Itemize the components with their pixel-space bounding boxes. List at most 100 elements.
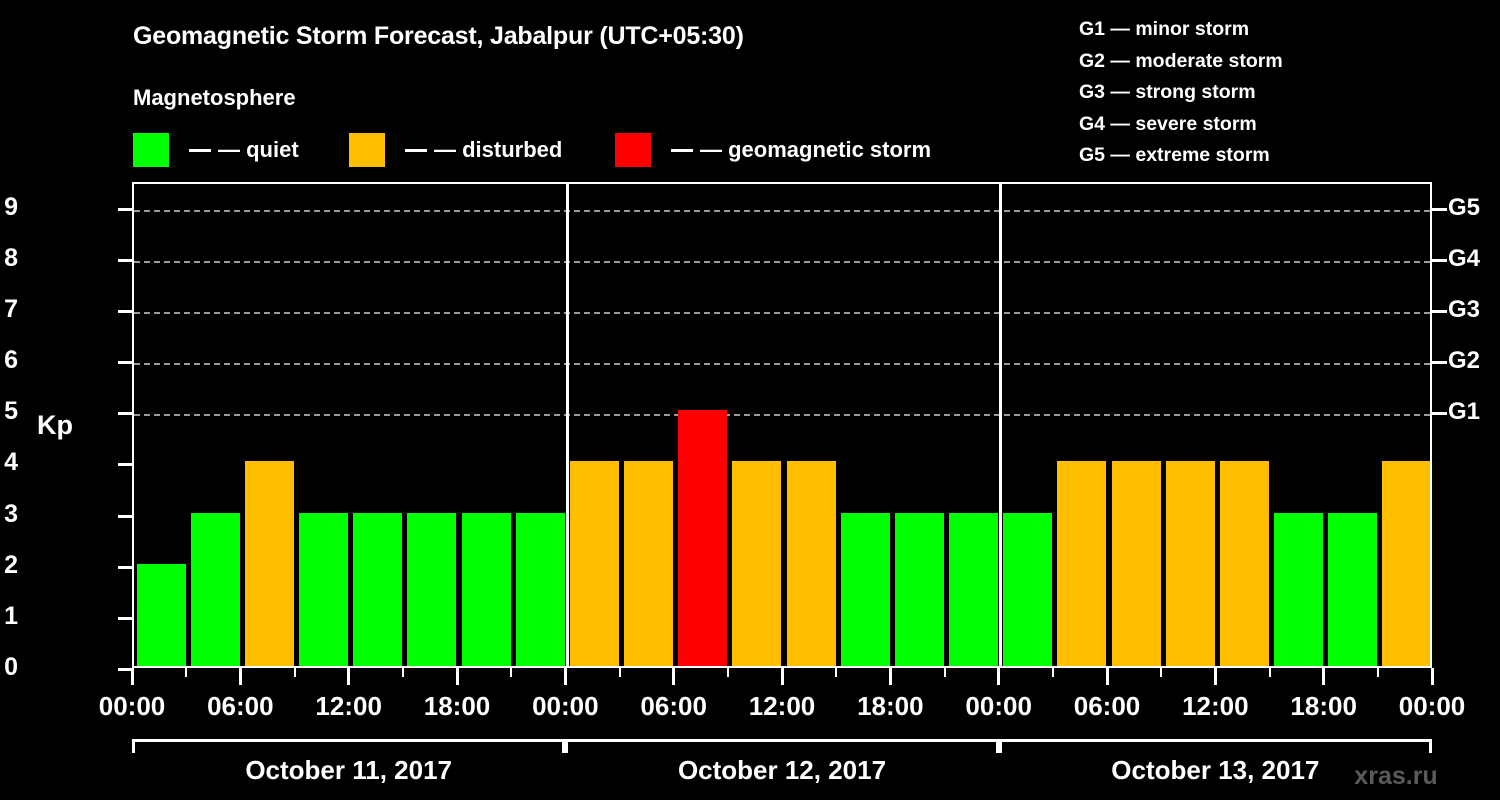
x-tick-minor bbox=[1268, 668, 1271, 677]
bar-kp bbox=[786, 461, 836, 666]
bar-kp bbox=[1328, 512, 1378, 666]
y-tick-label-5: 5 bbox=[4, 397, 18, 426]
day-label: October 11, 2017 bbox=[245, 755, 452, 785]
x-tick-label: 06:00 bbox=[1073, 691, 1141, 721]
y-tick-mark-6 bbox=[118, 361, 132, 365]
x-tick-minor bbox=[1051, 668, 1054, 677]
legend-entry-quiet: — quiet bbox=[133, 131, 299, 169]
y-tick-mark-3 bbox=[118, 514, 132, 518]
x-tick-major bbox=[1322, 668, 1326, 685]
y-tick-mark-5 bbox=[118, 412, 132, 416]
g-tick-label-g1: G1 bbox=[1448, 398, 1481, 426]
x-tick-label: 18:00 bbox=[857, 691, 924, 721]
x-tick-label: 12:00 bbox=[315, 691, 382, 721]
legend-dash-icon bbox=[405, 148, 427, 152]
y-tick-mark-0 bbox=[118, 668, 132, 671]
x-tick-major bbox=[1430, 668, 1434, 685]
bar-kp bbox=[353, 512, 403, 666]
legend-entry-disturbed: — disturbed bbox=[349, 131, 562, 169]
day-label: October 12, 2017 bbox=[677, 755, 887, 785]
x-tick-major bbox=[238, 668, 242, 685]
y-tick-mark-2 bbox=[118, 565, 132, 569]
x-tick-minor bbox=[510, 668, 513, 677]
bar-kp bbox=[840, 512, 890, 666]
x-tick-label: 12:00 bbox=[1182, 691, 1249, 721]
bar-kp bbox=[624, 461, 674, 666]
bar-kp bbox=[1382, 461, 1430, 666]
gridline-kp-8 bbox=[134, 260, 1430, 263]
legend-dash-icon bbox=[189, 148, 211, 152]
disturbed-swatch-icon bbox=[349, 133, 385, 167]
bar-kp bbox=[1165, 461, 1215, 666]
magnetosphere-heading: Magnetosphere bbox=[133, 85, 296, 110]
x-tick-label: 00:00 bbox=[98, 691, 166, 721]
y-axis-title: Kp bbox=[37, 410, 73, 440]
x-tick-major bbox=[780, 668, 784, 685]
x-tick-major bbox=[997, 668, 1001, 685]
x-tick-major bbox=[1213, 668, 1217, 685]
x-tick-major bbox=[888, 668, 892, 685]
day-bracket bbox=[998, 739, 1432, 753]
x-tick-major bbox=[455, 668, 459, 685]
bar-kp bbox=[515, 512, 565, 666]
gscale-row-g5: G5 — extreme storm bbox=[1079, 144, 1270, 166]
y-tick-mark-8 bbox=[118, 258, 132, 262]
bar-kp bbox=[461, 512, 511, 666]
x-tick-major bbox=[130, 668, 134, 685]
x-tick-major bbox=[672, 668, 676, 685]
x-tick-major bbox=[1105, 668, 1109, 685]
bar-kp bbox=[299, 512, 349, 666]
y-tick-label-0: 0 bbox=[4, 653, 18, 681]
gridline-kp-7 bbox=[134, 311, 1430, 314]
x-tick-label: 06:00 bbox=[640, 691, 707, 721]
legend-label-storm: — geomagnetic storm bbox=[700, 137, 932, 162]
y-tick-mark-7 bbox=[118, 309, 132, 313]
y-tick-label-2: 2 bbox=[4, 550, 18, 579]
bar-kp bbox=[1219, 461, 1269, 666]
y-tick-label-8: 8 bbox=[4, 243, 18, 272]
day-divider bbox=[999, 184, 1003, 666]
x-tick-label: 18:00 bbox=[423, 691, 491, 721]
g-tick-mark-g3 bbox=[1432, 309, 1447, 313]
y-tick-label-1: 1 bbox=[4, 601, 18, 630]
watermark: xras.ru bbox=[1354, 762, 1438, 790]
x-tick-minor bbox=[835, 668, 838, 677]
x-tick-label: 06:00 bbox=[207, 691, 274, 721]
bar-kp bbox=[732, 461, 782, 666]
y-tick-label-7: 7 bbox=[4, 294, 18, 323]
bar-kp bbox=[894, 512, 944, 666]
quiet-swatch-icon bbox=[133, 133, 169, 167]
gridline-kp-9 bbox=[134, 209, 1430, 212]
x-tick-minor bbox=[293, 668, 296, 677]
gridline-kp-6 bbox=[134, 363, 1430, 366]
x-tick-label: 18:00 bbox=[1290, 691, 1357, 721]
g-tick-label-g4: G4 bbox=[1448, 244, 1481, 272]
g-tick-label-g3: G3 bbox=[1448, 295, 1481, 323]
plot-inner bbox=[134, 184, 1430, 666]
bar-kp bbox=[678, 410, 728, 666]
gscale-row-g3: G3 — strong storm bbox=[1079, 81, 1256, 103]
bar-kp bbox=[190, 512, 240, 666]
day-divider bbox=[565, 184, 569, 666]
y-tick-mark-4 bbox=[118, 463, 132, 467]
x-tick-label: 00:00 bbox=[965, 691, 1032, 721]
g-tick-mark-g2 bbox=[1432, 361, 1447, 365]
x-tick-label: 00:00 bbox=[1398, 691, 1466, 721]
day-label: October 13, 2017 bbox=[1111, 755, 1320, 785]
bar-kp bbox=[407, 512, 457, 666]
bar-kp bbox=[1057, 461, 1107, 666]
legend-label-disturbed: — disturbed bbox=[434, 137, 563, 162]
x-tick-major bbox=[563, 668, 567, 685]
page-title: Geomagnetic Storm Forecast, Jabalpur (UT… bbox=[133, 22, 744, 50]
y-tick-label-6: 6 bbox=[4, 346, 18, 375]
g-tick-mark-g5 bbox=[1432, 207, 1447, 211]
x-tick-major bbox=[347, 668, 351, 685]
x-tick-label: 12:00 bbox=[748, 691, 816, 721]
x-tick-minor bbox=[401, 668, 404, 677]
bar-kp bbox=[1274, 512, 1324, 666]
legend-dash-icon bbox=[671, 148, 693, 152]
x-tick-minor bbox=[1376, 668, 1379, 677]
bar-kp bbox=[136, 563, 186, 666]
day-bracket bbox=[132, 739, 566, 753]
gscale-row-g4: G4 — severe storm bbox=[1079, 112, 1257, 135]
